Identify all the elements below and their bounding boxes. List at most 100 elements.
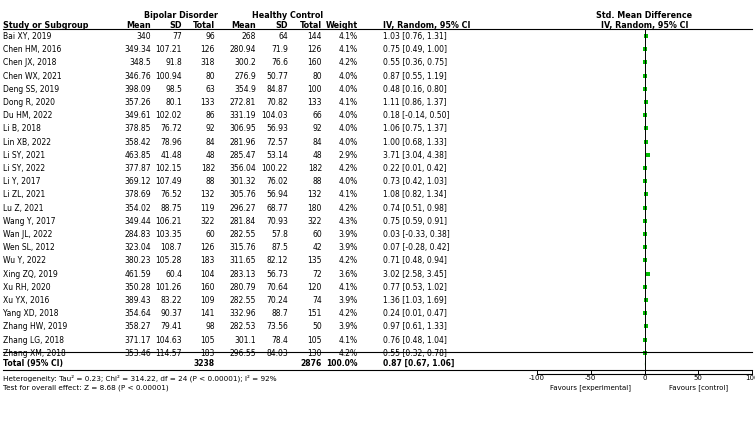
Text: 276.9: 276.9	[234, 72, 256, 80]
Text: 0.87 [0.55, 1.19]: 0.87 [0.55, 1.19]	[383, 72, 447, 80]
Text: 281.84: 281.84	[230, 217, 256, 226]
Text: 349.61: 349.61	[125, 111, 151, 120]
Text: 0.75 [0.59, 0.91]: 0.75 [0.59, 0.91]	[383, 217, 447, 226]
Text: 78.96: 78.96	[160, 138, 182, 147]
Text: 80.1: 80.1	[165, 98, 182, 107]
Text: 350.28: 350.28	[125, 283, 151, 292]
Text: 83.22: 83.22	[161, 296, 182, 305]
Text: 282.55: 282.55	[230, 230, 256, 239]
Text: 0.73 [0.42, 1.03]: 0.73 [0.42, 1.03]	[383, 177, 447, 186]
Text: 358.42: 358.42	[125, 138, 151, 147]
Text: 4.0%: 4.0%	[339, 85, 358, 94]
Text: 0.77 [0.53, 1.02]: 0.77 [0.53, 1.02]	[383, 283, 447, 292]
Text: 2876: 2876	[300, 359, 322, 368]
Text: Bai XY, 2019: Bai XY, 2019	[3, 32, 51, 41]
Text: Du HM, 2022: Du HM, 2022	[3, 111, 52, 120]
Text: Xing ZQ, 2019: Xing ZQ, 2019	[3, 269, 57, 279]
Text: 104.03: 104.03	[261, 111, 288, 120]
Text: 1.03 [0.76, 1.31]: 1.03 [0.76, 1.31]	[383, 32, 447, 41]
Text: 3.9%: 3.9%	[339, 296, 358, 305]
Text: 76.52: 76.52	[160, 190, 182, 200]
Text: 4.2%: 4.2%	[339, 256, 358, 265]
Text: 70.64: 70.64	[266, 283, 288, 292]
Text: 88: 88	[205, 177, 215, 186]
Text: Li SY, 2021: Li SY, 2021	[3, 151, 45, 160]
Text: 281.96: 281.96	[230, 138, 256, 147]
Text: 79.41: 79.41	[160, 322, 182, 331]
Text: 0.87 [0.67, 1.06]: 0.87 [0.67, 1.06]	[383, 359, 455, 368]
Text: 0.76 [0.48, 1.04]: 0.76 [0.48, 1.04]	[383, 336, 447, 345]
Text: 282.53: 282.53	[230, 322, 256, 331]
Text: 463.85: 463.85	[125, 151, 151, 160]
Text: 2.9%: 2.9%	[339, 151, 358, 160]
Text: 84: 84	[313, 138, 322, 147]
Text: 64: 64	[279, 32, 288, 41]
Text: 56.94: 56.94	[266, 190, 288, 200]
Text: 130: 130	[307, 349, 322, 358]
Text: 78.4: 78.4	[271, 336, 288, 345]
Text: 0.03 [-0.33, 0.38]: 0.03 [-0.33, 0.38]	[383, 230, 450, 239]
Text: 114.57: 114.57	[156, 349, 182, 358]
Text: Xu YX, 2016: Xu YX, 2016	[3, 296, 49, 305]
Text: 76.6: 76.6	[271, 59, 288, 67]
Text: 349.44: 349.44	[125, 217, 151, 226]
Text: Yang XD, 2018: Yang XD, 2018	[3, 309, 58, 318]
Text: 296.27: 296.27	[230, 204, 256, 213]
Text: 4.0%: 4.0%	[339, 177, 358, 186]
Text: 60.4: 60.4	[165, 269, 182, 279]
Text: 0.24 [0.01, 0.47]: 0.24 [0.01, 0.47]	[383, 309, 447, 318]
Text: 72.57: 72.57	[267, 138, 288, 147]
Text: 369.12: 369.12	[125, 177, 151, 186]
Text: 300.2: 300.2	[234, 59, 256, 67]
Text: 182: 182	[201, 164, 215, 173]
Text: 160: 160	[307, 59, 322, 67]
Text: 100: 100	[745, 375, 755, 381]
Text: 301.1: 301.1	[234, 336, 256, 345]
Text: Zhang HW, 2019: Zhang HW, 2019	[3, 322, 67, 331]
Text: Std. Mean Difference: Std. Mean Difference	[596, 11, 692, 20]
Text: 346.76: 346.76	[125, 72, 151, 80]
Text: 119: 119	[201, 204, 215, 213]
Text: 50.77: 50.77	[266, 72, 288, 80]
Text: 84: 84	[205, 138, 215, 147]
Text: Wen SL, 2012: Wen SL, 2012	[3, 243, 55, 252]
Text: 132: 132	[307, 190, 322, 200]
Text: IV, Random, 95% CI: IV, Random, 95% CI	[601, 21, 689, 30]
Text: SD: SD	[276, 21, 288, 30]
Text: Total (95% CI): Total (95% CI)	[3, 359, 63, 368]
Text: 104.63: 104.63	[156, 336, 182, 345]
Text: 3.9%: 3.9%	[339, 243, 358, 252]
Text: 349.34: 349.34	[125, 45, 151, 54]
Text: 4.1%: 4.1%	[339, 45, 358, 54]
Text: 56.73: 56.73	[266, 269, 288, 279]
Text: 357.26: 357.26	[125, 98, 151, 107]
Text: 4.1%: 4.1%	[339, 98, 358, 107]
Text: 70.93: 70.93	[266, 217, 288, 226]
Text: 63: 63	[205, 85, 215, 94]
Text: 280.79: 280.79	[230, 283, 256, 292]
Text: 183: 183	[201, 256, 215, 265]
Text: Healthy Control: Healthy Control	[252, 11, 323, 20]
Text: 100.22: 100.22	[262, 164, 288, 173]
Text: 183: 183	[201, 349, 215, 358]
Text: 0.07 [-0.28, 0.42]: 0.07 [-0.28, 0.42]	[383, 243, 449, 252]
Text: Heterogeneity: Tau² = 0.23; Chi² = 314.22, df = 24 (P < 0.00001); I² = 92%: Heterogeneity: Tau² = 0.23; Chi² = 314.2…	[3, 374, 276, 382]
Text: 107.21: 107.21	[156, 45, 182, 54]
Text: Zhang LG, 2018: Zhang LG, 2018	[3, 336, 64, 345]
Text: 102.02: 102.02	[156, 111, 182, 120]
Text: 0.74 [0.51, 0.98]: 0.74 [0.51, 0.98]	[383, 204, 447, 213]
Text: 53.14: 53.14	[267, 151, 288, 160]
Text: 105: 105	[307, 336, 322, 345]
Text: 4.2%: 4.2%	[339, 164, 358, 173]
Text: 126: 126	[307, 45, 322, 54]
Text: 461.59: 461.59	[125, 269, 151, 279]
Text: 96: 96	[205, 32, 215, 41]
Text: 332.96: 332.96	[230, 309, 256, 318]
Text: Total: Total	[193, 21, 215, 30]
Text: 88.7: 88.7	[271, 309, 288, 318]
Text: 92: 92	[313, 124, 322, 133]
Text: 1.11 [0.86, 1.37]: 1.11 [0.86, 1.37]	[383, 98, 446, 107]
Text: 132: 132	[201, 190, 215, 200]
Text: -50: -50	[585, 375, 596, 381]
Text: 268: 268	[242, 32, 256, 41]
